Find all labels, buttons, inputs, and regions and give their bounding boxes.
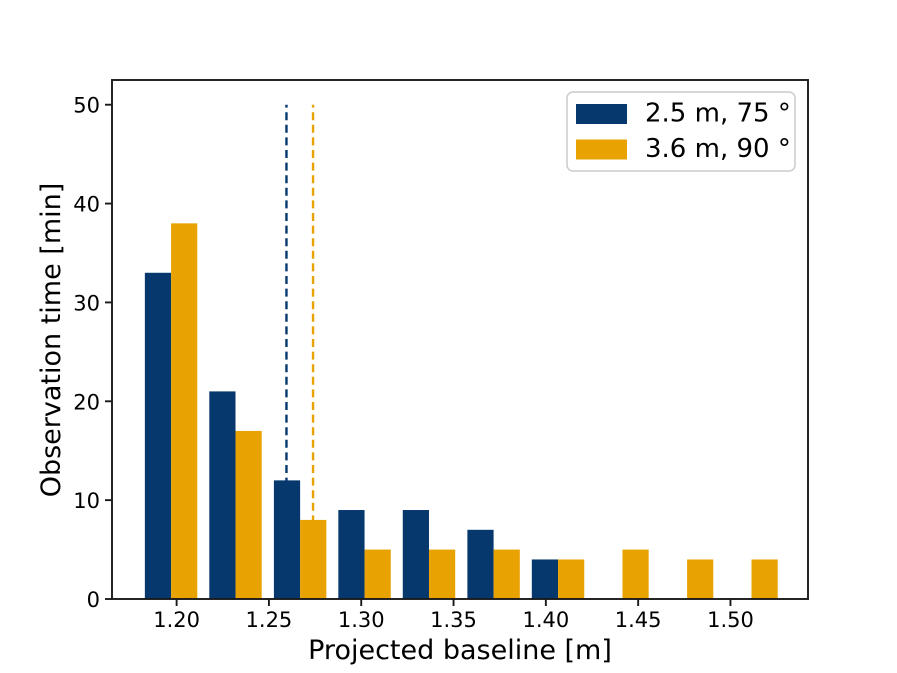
y-axis-label: Observation time [min] [36,183,67,498]
bars-series-0 [144,272,559,599]
bar [558,559,585,599]
bar [144,272,172,599]
y-tick-label: 0 [87,588,100,612]
plot-area: 1.20 1.25 1.30 1.35 1.40 1.45 1.50 0 10 20 30 40 50 2… [73,79,809,632]
legend-label-1: 3.6 m, 90 ° [645,134,791,164]
bar [687,559,714,599]
bar [751,559,778,599]
x-tick-label: 1.30 [338,608,385,632]
bar [209,391,236,599]
bar [467,529,494,599]
legend: 2.5 m, 75 ° 3.6 m, 90 ° [566,91,796,172]
legend-label-0: 2.5 m, 75 ° [645,99,791,129]
bar [622,549,649,599]
x-tick-label: 1.50 [707,608,754,632]
legend-swatch-1 [576,139,627,160]
bar [531,559,559,599]
y-tick-label: 40 [73,193,100,217]
x-tick-label: 1.25 [246,608,293,632]
bar [338,510,365,599]
y-tick-label: 10 [73,489,100,513]
x-axis: 1.20 1.25 1.30 1.35 1.40 1.45 1.50 [153,599,754,632]
x-axis-label: Projected baseline [m] [308,635,612,666]
bar [171,223,198,600]
x-tick-label: 1.20 [153,608,200,632]
bar [273,480,301,599]
bars-series-1 [171,223,778,600]
bar [493,549,520,599]
bar [300,519,327,599]
bar [428,549,456,599]
x-tick-label: 1.35 [430,608,477,632]
y-tick-label: 30 [73,291,100,315]
y-tick-label: 50 [73,94,100,118]
x-tick-label: 1.45 [615,608,662,632]
y-tick-label: 20 [73,390,100,414]
bar [364,549,391,599]
legend-swatch-0 [576,104,627,124]
bar [235,430,262,599]
x-tick-label: 1.40 [522,608,569,632]
bar [402,510,429,599]
axes-spines [111,79,809,600]
y-axis: 0 10 20 30 40 50 [73,94,112,612]
